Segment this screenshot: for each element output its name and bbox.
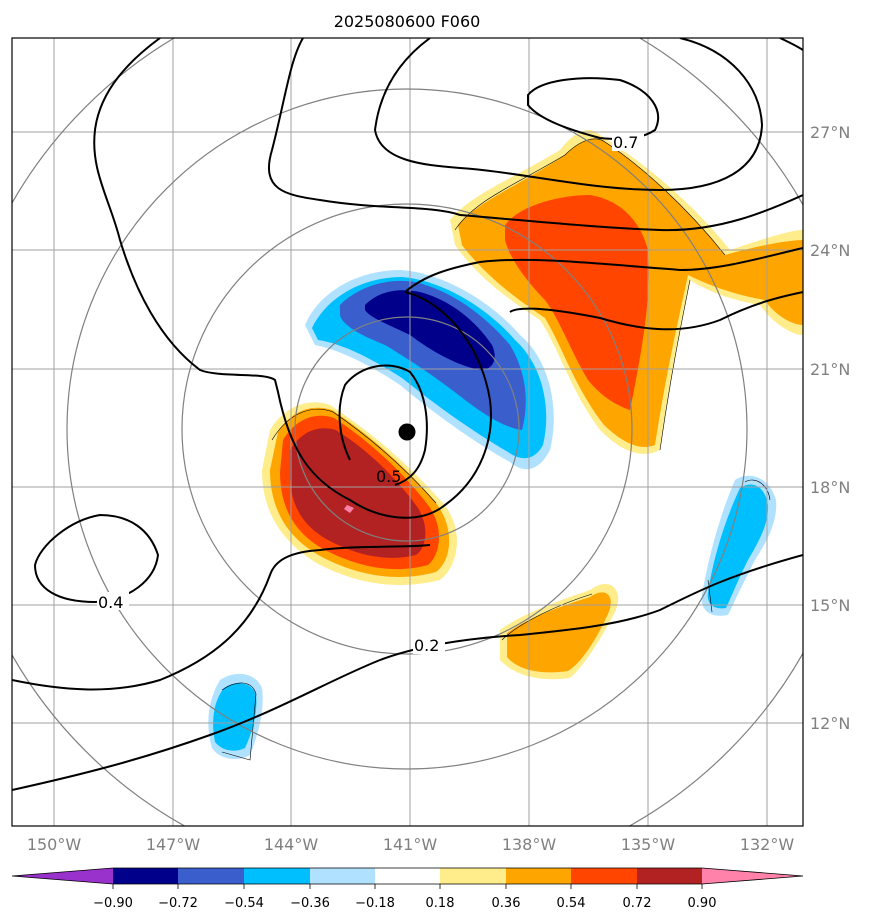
lat-tick-label: 27°N	[810, 123, 850, 142]
colorbar-cell	[571, 868, 637, 884]
lat-tick-label: 18°N	[810, 478, 850, 497]
contour-east-band	[509, 291, 803, 331]
lon-tick-label: 144°W	[264, 835, 319, 854]
colorbar-cell-over	[702, 868, 803, 884]
lon-tick-label: 141°W	[383, 835, 438, 854]
colorbar-tick-label: 0.36	[492, 896, 521, 911]
contour-0-3	[12, 544, 431, 691]
contour-label-0-7: 0.7	[613, 133, 638, 152]
colorbar-cell	[506, 868, 571, 884]
colorbar-tick-label: 0.72	[623, 896, 652, 911]
lon-tick-label: 132°W	[740, 835, 795, 854]
lon-tick-label: 135°W	[621, 835, 676, 854]
contour-0-5-outer	[93, 38, 492, 519]
lon-tick-labels: 150°W 147°W 144°W 141°W 138°W 135°W 132°…	[27, 835, 795, 854]
contour-0-7	[373, 38, 764, 192]
contour-label-0-2: 0.2	[414, 636, 439, 655]
colorbar-tick-label: 0.90	[688, 896, 717, 911]
chart-title: 2025080600 F060	[334, 12, 481, 31]
colorbar-cell-under	[12, 868, 113, 884]
contour-0-5-east	[404, 247, 803, 293]
map-area: 0.7 0.5 0.4 0.2	[12, 38, 803, 826]
range-rings	[12, 38, 803, 826]
lat-tick-label: 24°N	[810, 241, 850, 260]
colorbar-tick-label: −0.18	[355, 896, 395, 911]
map-frame	[11, 37, 804, 827]
lon-tick-label: 138°W	[502, 835, 557, 854]
colorbar: −0.90 −0.72 −0.54 −0.36 −0.18 0.18 0.36 …	[11, 867, 804, 911]
colorbar-cell	[637, 868, 702, 884]
colorbar-cell	[178, 868, 244, 884]
colorbar-cell	[375, 868, 440, 884]
shaded-negative-east-patch	[701, 475, 777, 616]
lon-tick-label: 147°W	[146, 835, 201, 854]
colorbar-cell	[244, 868, 310, 884]
colorbar-cell	[310, 868, 375, 884]
lat-tick-label: 21°N	[810, 360, 850, 379]
lat-tick-labels: 12°N 15°N 18°N 21°N 24°N 27°N	[810, 123, 850, 733]
contour-0-7-inner	[527, 77, 660, 140]
contour-0-4	[33, 513, 160, 604]
shaded-negative-sw-patch	[208, 673, 263, 760]
lon-tick-label: 150°W	[27, 835, 82, 854]
colorbar-cell	[440, 868, 506, 884]
colorbar-tick-label: −0.54	[224, 896, 264, 911]
range-ring-2	[181, 203, 633, 655]
colorbar-cell	[113, 868, 178, 884]
contour-0-6	[267, 38, 803, 232]
range-ring-3	[66, 88, 748, 770]
contour-label-0-5: 0.5	[376, 467, 401, 486]
colorbar-tick-label: −0.36	[290, 896, 330, 911]
colorbar-tick-label: −0.90	[93, 896, 133, 911]
contour-label-0-4: 0.4	[98, 593, 123, 612]
colorbar-tick-label: 0.18	[426, 896, 455, 911]
colorbar-tick-label: −0.72	[158, 896, 198, 911]
range-ring-1	[294, 316, 520, 542]
lat-tick-label: 12°N	[810, 714, 850, 733]
contour-0-5-inner	[338, 364, 428, 486]
shaded-positive-sw-lobe	[262, 402, 457, 585]
colorbar-tick-label: 0.54	[557, 896, 586, 911]
contour-label-group: 0.7 0.5 0.4 0.2	[97, 133, 644, 655]
storm-center-marker	[398, 423, 416, 441]
lat-tick-label: 15°N	[810, 596, 850, 615]
